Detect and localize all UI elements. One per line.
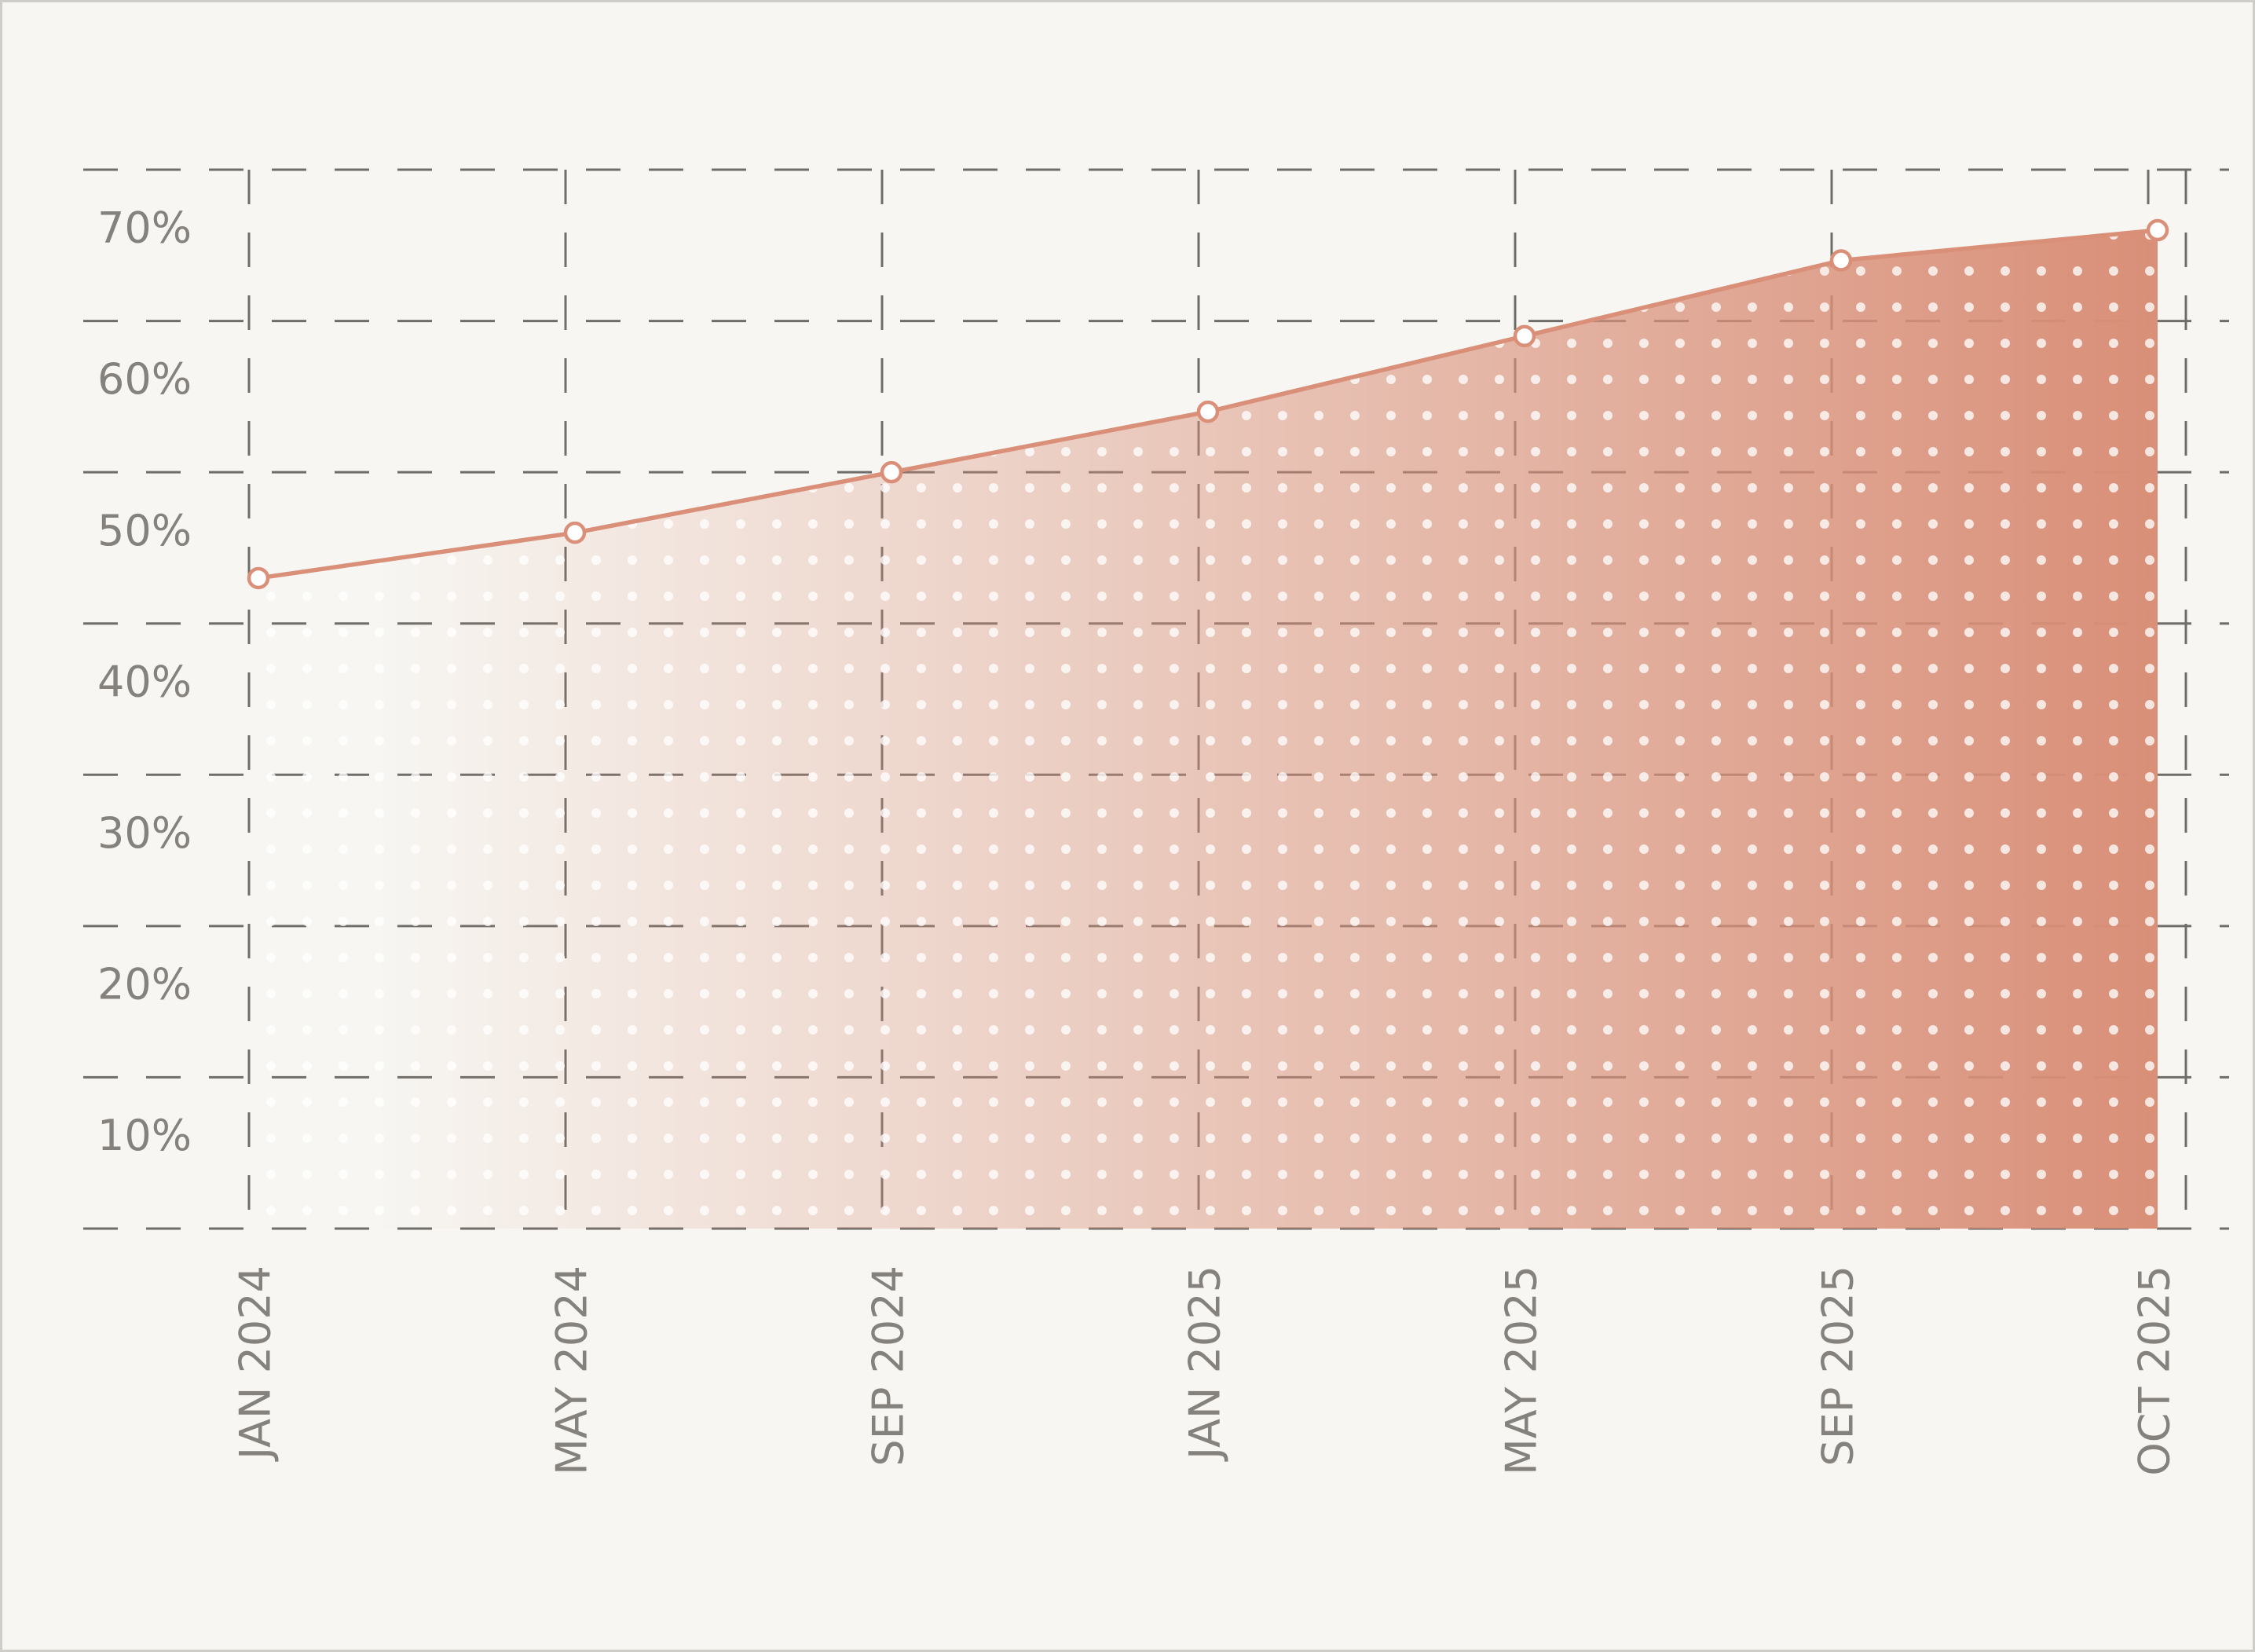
x-tick-label: SEP 2025 bbox=[1814, 1266, 1863, 1467]
point bbox=[2146, 218, 2169, 242]
point bbox=[1196, 400, 1220, 423]
x-tick-label: SEP 2024 bbox=[864, 1266, 913, 1467]
x-tick-label: MAY 2024 bbox=[547, 1266, 597, 1475]
x-tick-label: JAN 2025 bbox=[1181, 1266, 1230, 1462]
area-dots bbox=[258, 230, 2158, 1229]
y-tick-label: 40% bbox=[97, 657, 192, 706]
point bbox=[247, 566, 270, 590]
y-tick-label: 70% bbox=[97, 203, 192, 253]
point bbox=[1829, 249, 1853, 272]
x-tick-label: OCT 2025 bbox=[2130, 1266, 2180, 1476]
point bbox=[880, 460, 903, 484]
x-tick-label: MAY 2025 bbox=[1497, 1266, 1547, 1475]
point bbox=[1513, 324, 1536, 348]
y-tick-label: 20% bbox=[97, 959, 192, 1009]
point bbox=[563, 521, 587, 544]
y-tick-label: 10% bbox=[97, 1111, 192, 1160]
y-tick-label: 50% bbox=[97, 506, 192, 555]
y-tick-label: 60% bbox=[97, 354, 192, 404]
y-tick-label: 30% bbox=[97, 808, 192, 858]
x-tick-label: JAN 2024 bbox=[231, 1266, 280, 1462]
